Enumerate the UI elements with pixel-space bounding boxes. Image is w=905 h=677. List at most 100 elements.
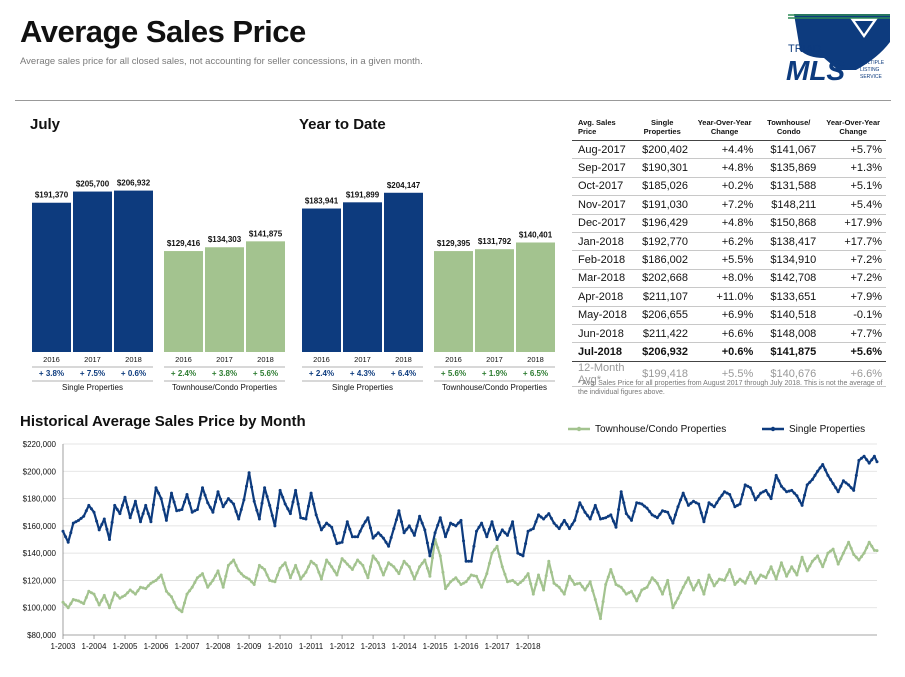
data-point: [547, 559, 551, 563]
x-tick-label: 1-2004: [82, 642, 107, 651]
data-point: [164, 589, 168, 593]
data-point: [278, 566, 282, 570]
table-cell: Jul-2018: [572, 342, 633, 362]
table-cell: +0.6%: [691, 342, 758, 362]
data-point: [146, 584, 150, 588]
data-point: [115, 593, 119, 597]
data-point: [139, 520, 142, 524]
data-point: [265, 573, 269, 577]
data-point: [640, 502, 644, 506]
data-point: [193, 581, 197, 584]
data-point: [92, 510, 96, 514]
data-point: [423, 528, 427, 532]
data-point: [681, 585, 685, 589]
data-point: [707, 573, 711, 577]
data-point: [557, 585, 561, 589]
y-tick-label: $120,000: [23, 576, 57, 585]
table-cell: $141,875: [757, 342, 821, 362]
data-point: [578, 581, 582, 585]
data-point: [356, 558, 360, 562]
data-point: [803, 562, 807, 566]
bar: [516, 242, 555, 352]
data-point: [655, 516, 659, 520]
data-point: [619, 585, 623, 589]
data-point: [273, 524, 277, 528]
table-cell: Dec-2017: [572, 214, 633, 233]
data-point: [637, 501, 641, 505]
data-point: [208, 582, 212, 586]
data-point: [712, 505, 716, 509]
data-point: [785, 490, 789, 494]
data-point: [312, 561, 316, 565]
data-point: [738, 502, 742, 506]
data-point: [715, 501, 719, 505]
data-point: [482, 528, 486, 532]
data-point: [245, 576, 248, 580]
data-point: [663, 510, 667, 513]
bar-value-label: $140,401: [519, 230, 553, 239]
data-point: [697, 578, 701, 582]
data-point: [92, 592, 96, 596]
data-point: [671, 606, 675, 610]
data-point: [299, 516, 303, 520]
data-point: [485, 572, 489, 576]
table-cell: $142,708: [757, 269, 821, 289]
data-point: [500, 565, 504, 569]
table-cell: +6.6%: [691, 324, 758, 344]
data-point: [650, 513, 654, 517]
data-point: [206, 585, 210, 589]
data-point: [506, 580, 509, 584]
bar-change-label: + 6.5%: [523, 369, 548, 378]
table-cell: +7.2%: [820, 269, 886, 289]
data-point: [818, 466, 822, 470]
data-point: [805, 569, 809, 573]
data-point: [374, 557, 378, 561]
data-point: [526, 529, 530, 533]
table-cell: May-2018: [572, 306, 633, 325]
data-point: [810, 559, 814, 563]
x-tick-label: 1-2010: [268, 642, 293, 651]
data-point: [180, 610, 184, 614]
data-point: [743, 581, 747, 585]
data-point: [436, 546, 440, 550]
data-point: [508, 579, 512, 583]
data-point: [668, 592, 672, 596]
data-point: [733, 505, 737, 509]
data-point: [343, 530, 347, 534]
table-cell: +6.2%: [691, 232, 758, 252]
data-point: [358, 561, 362, 565]
data-point: [319, 577, 323, 581]
data-point: [565, 523, 569, 526]
x-tick-label: 1-2018: [516, 642, 541, 651]
data-point: [622, 501, 626, 505]
data-point: [531, 527, 535, 531]
data-point: [66, 540, 70, 544]
bar: [246, 241, 285, 352]
data-point: [454, 576, 458, 580]
data-point: [394, 568, 398, 572]
data-point: [529, 528, 533, 532]
data-point: [291, 500, 295, 504]
data-point: [288, 512, 292, 516]
data-point: [498, 555, 502, 559]
data-point: [120, 503, 124, 507]
data-point: [774, 473, 778, 477]
data-point: [777, 479, 781, 483]
data-point: [601, 600, 605, 604]
x-tick-label: 1-2015: [423, 642, 448, 651]
bar-value-label: $134,303: [208, 235, 242, 244]
data-point: [350, 568, 354, 571]
table-cell: $190,301: [632, 158, 692, 178]
data-point: [270, 579, 274, 583]
data-point: [663, 585, 667, 589]
data-point: [95, 598, 99, 601]
data-point: [787, 489, 791, 493]
data-point: [635, 501, 639, 505]
data-point: [534, 583, 538, 586]
data-point: [118, 596, 122, 600]
data-point: [154, 486, 158, 490]
data-point: [108, 538, 111, 541]
data-point: [847, 540, 851, 544]
data-point: [469, 573, 473, 577]
data-point: [782, 568, 786, 571]
